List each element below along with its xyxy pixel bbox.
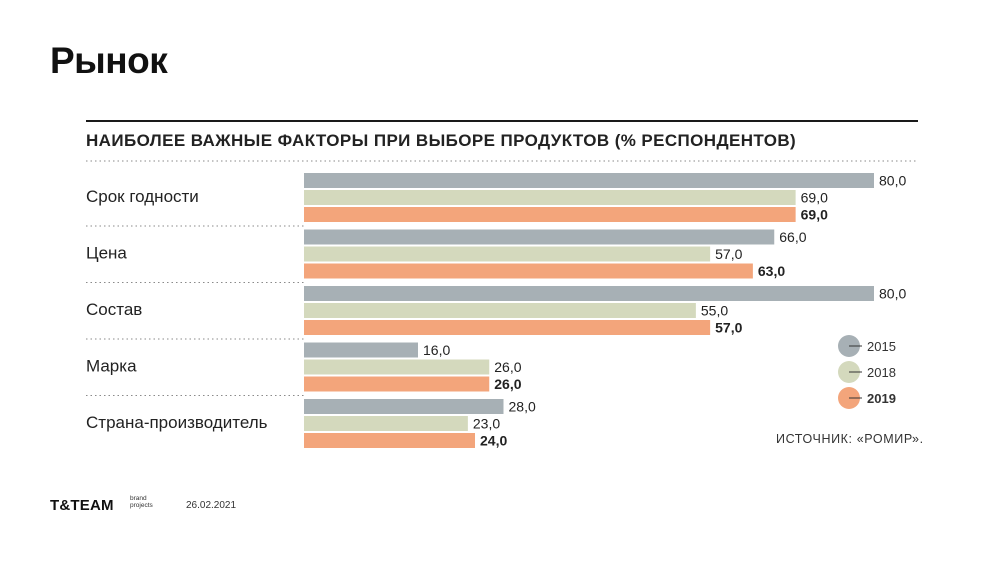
bar-2019 [304,263,753,279]
legend-label-2019: 2019 [867,391,896,406]
data-label-2015: 80,0 [879,173,906,189]
bar-2018 [304,190,796,205]
data-label-2019: 24,0 [480,433,507,449]
brand-logo-subtitle: brand projects [130,495,153,509]
category-label: Цена [86,244,127,263]
category-label: Страна-производитель [86,413,268,432]
footer-date: 26.02.2021 [186,500,237,511]
data-label-2015: 66,0 [779,229,806,245]
bar-2015 [304,173,874,188]
bar-2019 [304,433,475,448]
data-label-2015: 80,0 [879,286,906,302]
source-note: ИСТОЧНИК: «РОМИР». [776,432,924,446]
page-title: Рынок [50,40,168,81]
bar-2018 [304,359,490,375]
legend-label-2015: 2015 [867,339,896,354]
data-label-2019: 69,0 [801,207,828,223]
data-label-2018: 26,0 [494,359,521,375]
legend-label-2018: 2018 [867,365,896,380]
bar-2018 [304,303,696,318]
data-label-2019: 26,0 [494,376,521,392]
data-label-2018: 55,0 [701,303,728,319]
data-label-2019: 63,0 [758,263,785,279]
data-label-2018: 57,0 [715,246,742,262]
bar-2015 [304,399,504,414]
bar-2019 [304,320,711,335]
data-label-2018: 69,0 [801,190,828,206]
brand-logo: T&TEAM [50,497,114,514]
category-label: Состав [86,300,142,319]
bar-2018 [304,416,468,431]
bar-2018 [304,246,711,262]
bar-2015 [304,286,874,301]
category-label: Марка [86,357,137,376]
bar-2015 [304,229,775,245]
data-label-2018: 23,0 [473,416,500,432]
bar-2015 [304,342,418,358]
chart-title: НАИБОЛЕЕ ВАЖНЫЕ ФАКТОРЫ ПРИ ВЫБОРЕ ПРОДУ… [86,131,797,150]
bar-2019 [304,376,490,392]
data-label-2015: 16,0 [423,342,450,358]
data-label-2015: 28,0 [509,399,536,415]
data-label-2019: 57,0 [715,320,742,336]
bar-2019 [304,207,796,222]
category-label: Срок годности [86,187,199,206]
